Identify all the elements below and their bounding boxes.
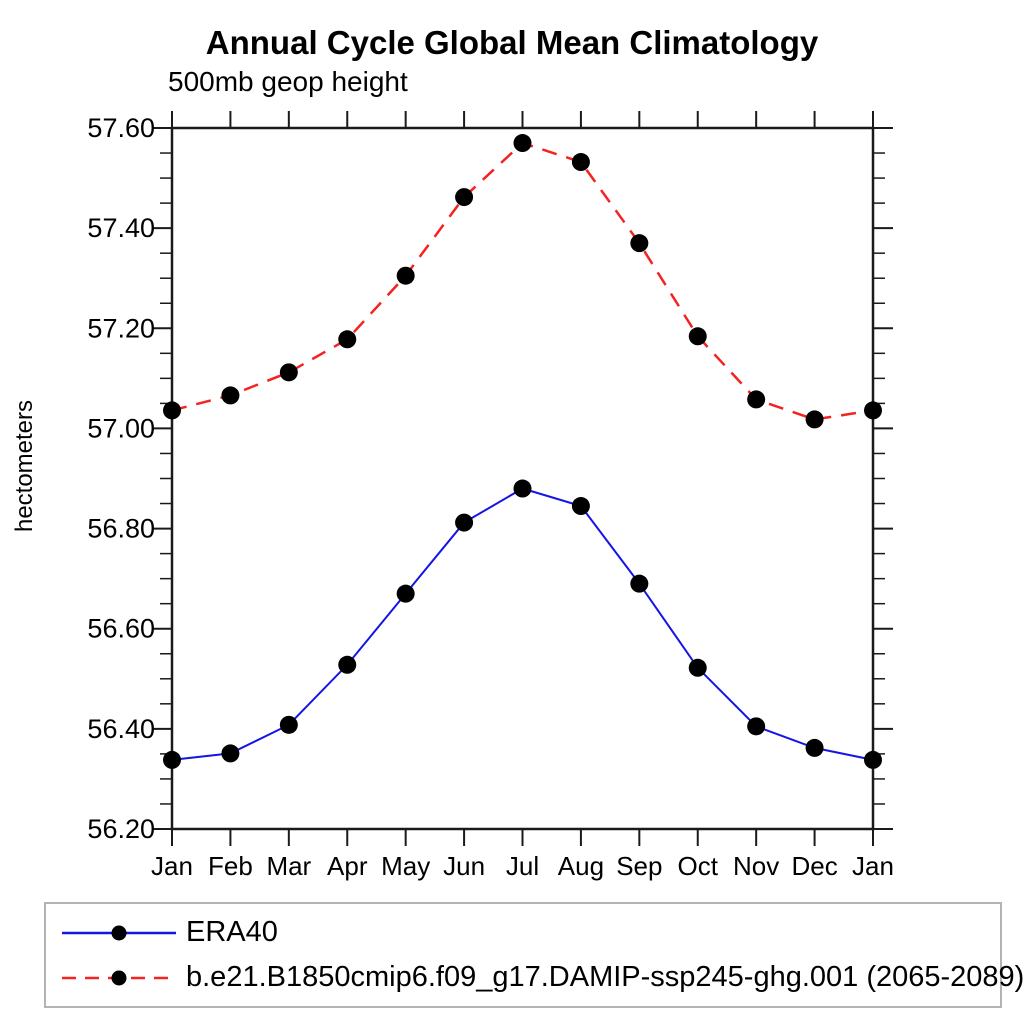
x-tick-label: Jan xyxy=(151,851,193,881)
data-point-series-0 xyxy=(864,750,882,769)
x-tick-label: May xyxy=(381,851,430,881)
data-point-series-1 xyxy=(279,363,298,382)
data-point-series-1 xyxy=(455,188,474,207)
x-tick-label: Mar xyxy=(266,851,311,881)
series-line-0 xyxy=(171,487,874,761)
y-tick-label: 56.60 xyxy=(87,614,155,644)
data-point-series-0 xyxy=(630,574,649,593)
legend-line-sample-era40 xyxy=(62,925,176,940)
data-point-series-1 xyxy=(513,134,532,153)
y-tick-label: 57.40 xyxy=(87,213,155,243)
data-point-series-0 xyxy=(747,717,766,736)
x-tick-label: Dec xyxy=(791,851,837,881)
x-tick-label: Sep xyxy=(616,851,662,881)
y-tick-label: 57.00 xyxy=(87,413,155,443)
data-point-series-0 xyxy=(221,744,240,763)
data-point-series-0 xyxy=(338,655,357,674)
data-point-series-0 xyxy=(513,479,532,498)
data-point-series-1 xyxy=(338,330,357,349)
data-point-series-1 xyxy=(630,234,649,253)
legend-label-model: b.e21.B1850cmip6.f09_g17.DAMIP-ssp245-gh… xyxy=(186,961,1024,993)
chart-title: Annual Cycle Global Mean Climatology xyxy=(205,24,819,61)
legend-item-era40: ERA40 xyxy=(58,910,1000,955)
data-point-series-1 xyxy=(571,153,590,172)
x-tick-label: Aug xyxy=(558,851,604,881)
data-point-series-1 xyxy=(805,410,824,429)
data-point-series-0 xyxy=(455,513,474,532)
series-line-1 xyxy=(171,141,874,421)
data-point-series-1 xyxy=(688,327,707,346)
plot-frame xyxy=(170,126,875,831)
data-point-series-0 xyxy=(805,738,824,757)
legend-label-era40: ERA40 xyxy=(186,916,278,948)
legend-marker-icon xyxy=(111,925,127,940)
data-point-series-0 xyxy=(688,658,707,677)
data-point-series-0 xyxy=(279,715,298,734)
y-tick-label: 56.80 xyxy=(87,514,155,544)
chart-subtitle: 500mb geop height xyxy=(168,66,408,97)
x-tick-label: Jan xyxy=(852,851,894,881)
legend-marker-icon xyxy=(111,970,127,985)
data-point-series-0 xyxy=(163,750,181,769)
y-tick-label: 56.20 xyxy=(87,814,155,844)
x-tick-label: Oct xyxy=(678,851,719,881)
data-point-series-0 xyxy=(396,584,415,603)
legend-line-sample-model xyxy=(62,970,176,985)
data-point-series-1 xyxy=(864,401,882,420)
data-point-series-1 xyxy=(747,390,766,409)
x-tick-label: Apr xyxy=(327,851,368,881)
y-tick-label: 57.20 xyxy=(87,313,155,343)
x-tick-label: Nov xyxy=(733,851,779,881)
data-point-series-1 xyxy=(163,401,181,420)
y-tick-label: 57.60 xyxy=(87,113,155,143)
x-tick-label: Feb xyxy=(208,851,253,881)
y-tick-label: 56.40 xyxy=(87,714,155,744)
x-tick-label: Jul xyxy=(506,851,539,881)
data-point-series-1 xyxy=(221,386,240,405)
legend-item-model: b.e21.B1850cmip6.f09_g17.DAMIP-ssp245-gh… xyxy=(58,955,1024,1000)
legend: ERA40 b.e21.B1850cmip6.f09_g17.DAMIP-ssp… xyxy=(44,902,1024,1008)
data-point-series-1 xyxy=(396,266,415,285)
data-point-series-0 xyxy=(571,497,590,516)
x-tick-label: Jun xyxy=(443,851,485,881)
